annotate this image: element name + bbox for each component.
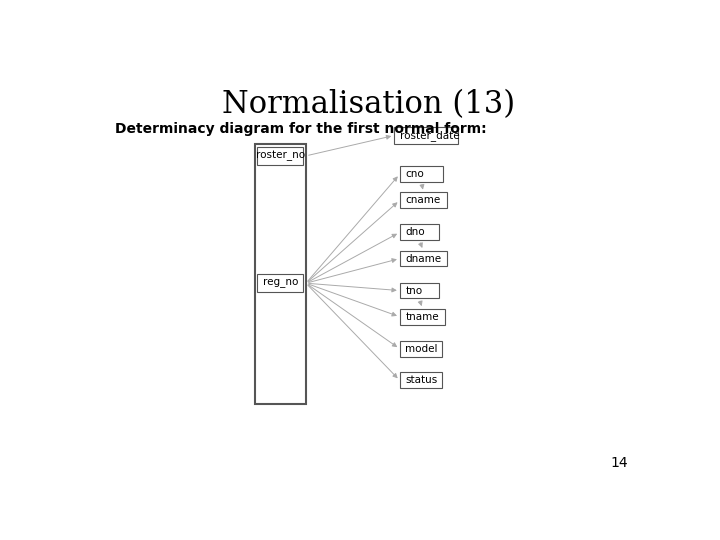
- Bar: [394, 127, 459, 144]
- Text: Normalisation (13): Normalisation (13): [222, 89, 516, 120]
- Text: reg_no: reg_no: [263, 278, 298, 288]
- Text: dno: dno: [405, 227, 425, 238]
- Bar: [400, 192, 447, 208]
- Text: Determinacy diagram for the first normal form:: Determinacy diagram for the first normal…: [115, 122, 487, 136]
- Bar: [400, 282, 438, 299]
- Text: dname: dname: [405, 254, 441, 264]
- Bar: [258, 274, 303, 292]
- Text: status: status: [405, 375, 438, 386]
- Bar: [255, 144, 306, 404]
- Bar: [400, 225, 438, 240]
- Text: cno: cno: [405, 169, 424, 179]
- Text: cname: cname: [405, 195, 441, 205]
- Bar: [400, 309, 446, 325]
- Bar: [400, 166, 444, 182]
- Bar: [400, 373, 441, 388]
- Text: roster_no: roster_no: [256, 151, 305, 161]
- Text: tno: tno: [405, 286, 423, 295]
- Bar: [258, 147, 303, 165]
- Text: tname: tname: [405, 312, 439, 322]
- Bar: [400, 341, 441, 357]
- Text: 14: 14: [611, 456, 629, 470]
- Text: model: model: [405, 344, 438, 354]
- Bar: [400, 251, 447, 266]
- Text: roster_date: roster_date: [400, 130, 459, 141]
